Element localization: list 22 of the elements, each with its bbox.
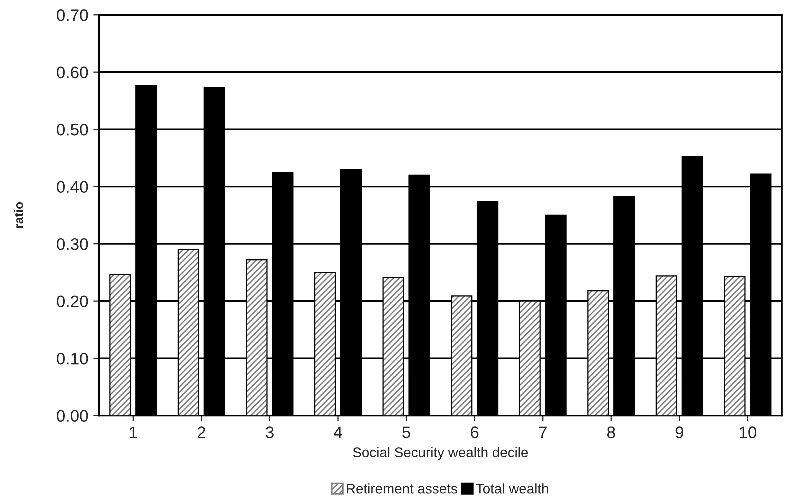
x-tick-label: 4 [334,426,342,438]
x-tick-label: 9 [676,426,684,438]
x-tick-label: 8 [607,426,616,438]
y-tick-label: 0.60 [57,66,88,79]
y-tick-label: 0.40 [57,181,88,194]
legend-label: Retirement assets [347,484,458,494]
y-tick-label: 0.10 [57,352,88,365]
x-tick-label: 5 [402,426,410,438]
legend-label: Total wealth [476,484,548,494]
x-tick-label: 1 [130,426,138,438]
x-tick-label: 6 [471,426,479,438]
y-tick-label: 0.00 [57,410,88,422]
x-axis-title: Social Security wealth decile [353,447,528,460]
x-tick-label: 2 [198,426,206,438]
y-tick-label: 0.50 [57,124,88,136]
x-tick-label: 3 [266,426,274,438]
x-tick-label: 7 [539,426,547,438]
y-tick-label: 0.30 [57,238,88,250]
y-axis-title: ratio [14,202,24,228]
y-tick-label: 0.20 [57,296,88,308]
x-tick-label: 10 [740,426,757,438]
y-tick-label: 0.70 [57,10,88,22]
